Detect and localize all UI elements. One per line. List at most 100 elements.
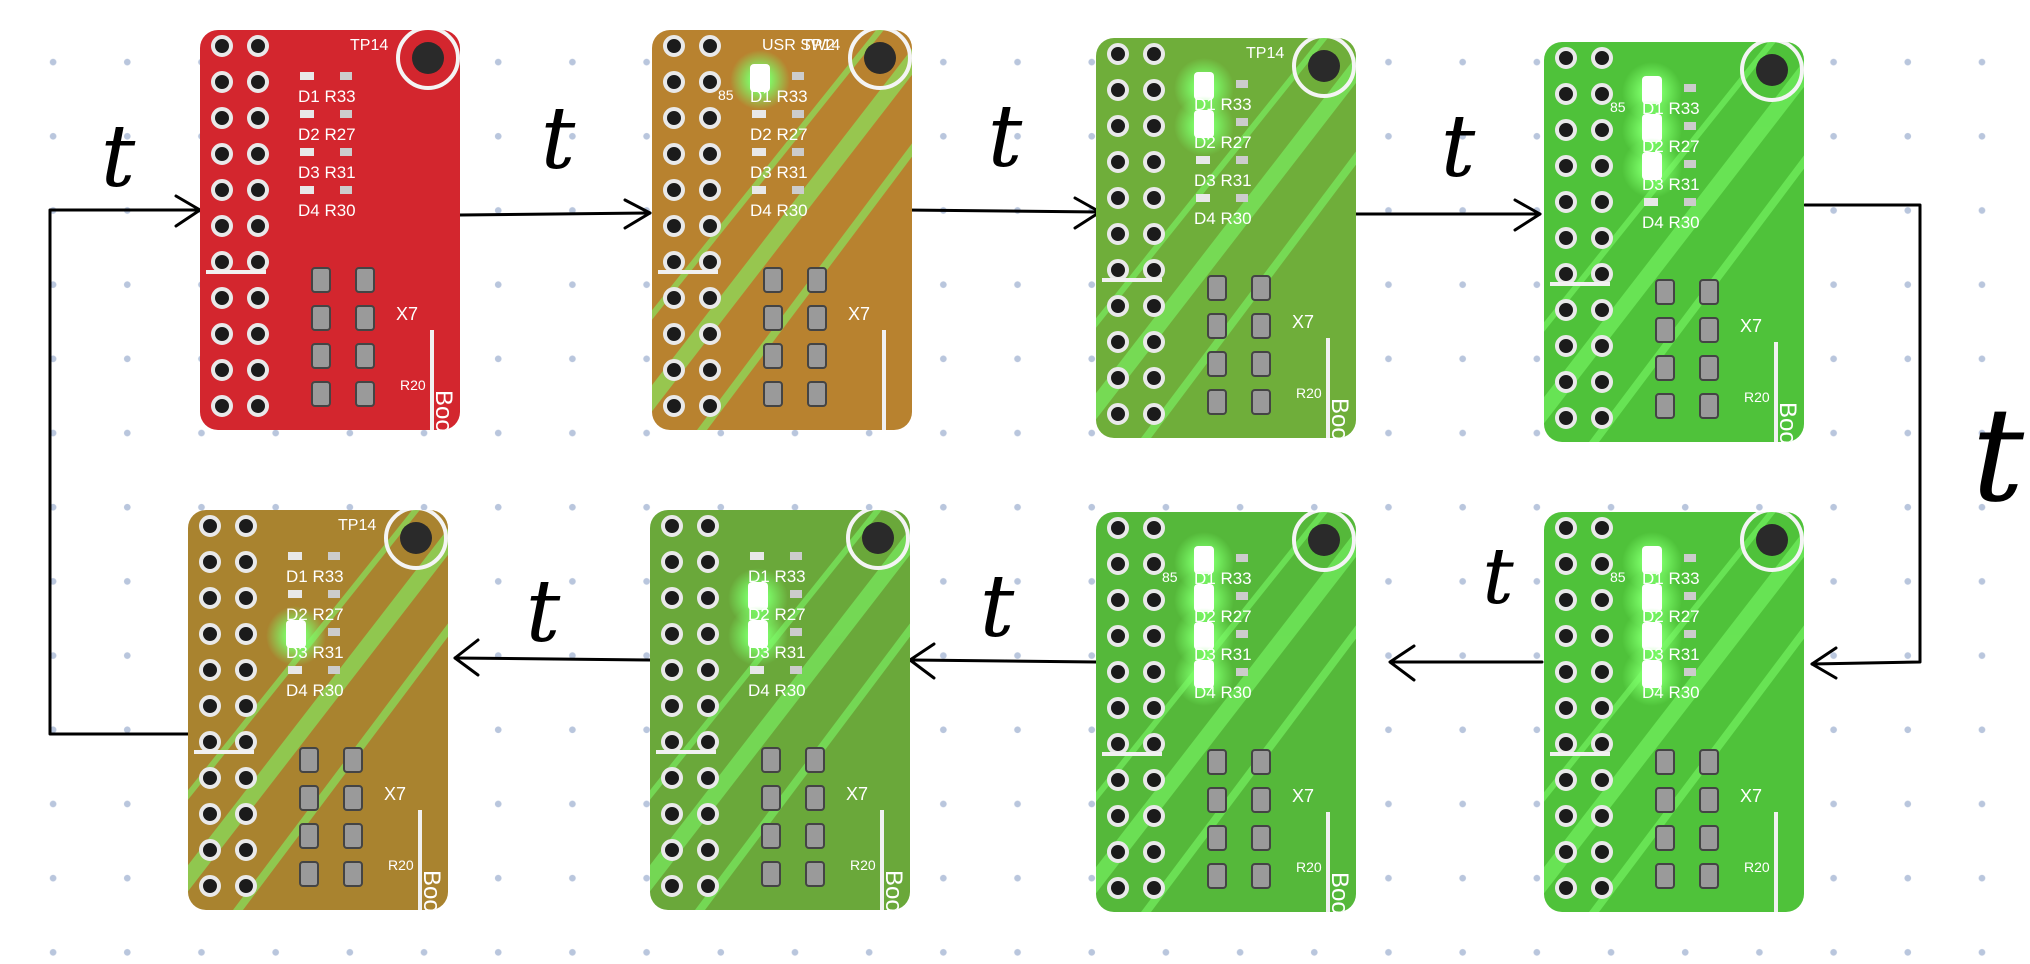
silk-bar <box>430 330 434 430</box>
board-photo-5: D1 R33 D2 R27 D3 R31 D4 R30 X7 R20 85 <box>1544 512 1804 912</box>
resistor-pad <box>790 590 802 598</box>
header-holes <box>1107 43 1165 425</box>
silkscreen-label: X7 <box>846 784 868 804</box>
silkscreen-label: D3 R31 <box>1194 171 1252 190</box>
transition-label: t <box>1440 97 1476 197</box>
silkscreen-label: TP14 <box>350 37 388 54</box>
resistor-pad <box>1236 118 1248 126</box>
transition-label: t <box>1971 379 2025 531</box>
resistor-pad <box>1236 80 1248 88</box>
smd-parts <box>299 747 363 887</box>
header-holes <box>1107 517 1165 899</box>
board-graphic: D1 R33 D2 R27 D3 R31 D4 R30 X7 R20Booster <box>650 510 910 910</box>
header-holes <box>211 35 269 417</box>
resistor-pad <box>1236 668 1248 676</box>
transition-label: t <box>525 562 561 662</box>
silkscreen-label: D2 R27 <box>1642 137 1700 156</box>
resistor-pad <box>1684 160 1696 168</box>
silkscreen-label: 85 <box>1610 569 1626 585</box>
silkscreen-label: Boost <box>1774 402 1801 442</box>
mounting-hole <box>1756 54 1788 86</box>
silkscreen-label: D2 R27 <box>1642 607 1700 626</box>
silkscreen-label: D2 R27 <box>286 605 344 624</box>
silkscreen-label: D1 R33 <box>1194 95 1252 114</box>
mounting-hole <box>864 42 896 74</box>
silkscreen-label: R20 <box>388 857 414 873</box>
led-d4-pad <box>1644 198 1658 206</box>
mounting-ring <box>1740 42 1804 102</box>
resistor-pad <box>1684 554 1696 562</box>
silk-bar <box>1774 342 1778 442</box>
resistor-pad <box>1236 554 1248 562</box>
board-photo-2: D1 R33 D2 R27 D3 R31 D4 R30 TP14 X7 USR SW2 85 <box>652 30 912 430</box>
arrow-7-to-8 <box>453 656 652 662</box>
resistor-pad <box>340 148 352 156</box>
transition-label: t <box>100 107 136 207</box>
led-d1-lit <box>1642 546 1662 574</box>
header-holes <box>663 35 721 417</box>
silkscreen-label: X7 <box>1740 786 1762 806</box>
resistor-pad <box>1236 630 1248 638</box>
silkscreen-label: D3 R31 <box>1642 175 1700 194</box>
resistor-pad <box>1236 156 1248 164</box>
silkscreen-label: D3 R31 <box>298 163 356 182</box>
smd-parts <box>1655 279 1719 419</box>
silk-bar <box>882 330 886 430</box>
silkscreen-label: D2 R27 <box>1194 607 1252 626</box>
silk-bar <box>418 810 422 910</box>
led-d4-pad <box>288 666 302 674</box>
transition-label: t <box>987 87 1023 187</box>
silkscreen-label: D3 R31 <box>1194 645 1252 664</box>
led-d2-pad <box>752 110 766 118</box>
silkscreen-label: Booster <box>880 870 907 910</box>
arrowhead-1-to-2 <box>623 198 652 230</box>
arrow-4-to-5 <box>1803 203 1922 666</box>
silkscreen-label: D4 R30 <box>1194 209 1252 228</box>
led-d1-pad <box>300 72 314 80</box>
led-d2-lit <box>1194 584 1214 612</box>
silk-bar <box>194 750 254 754</box>
led-d3-lit <box>286 620 306 648</box>
silkscreen-label: R20 <box>850 857 876 873</box>
smd-parts <box>763 267 827 407</box>
arrow-8-to-1 <box>48 208 202 736</box>
mounting-ring <box>1292 38 1356 98</box>
resistor-pad <box>792 72 804 80</box>
mounting-hole <box>1308 50 1340 82</box>
resistor-pad <box>1684 592 1696 600</box>
mounting-ring <box>846 510 910 570</box>
led-d2-lit <box>1642 114 1662 142</box>
resistor-pad <box>340 186 352 194</box>
transition-label: t <box>540 89 576 189</box>
silkscreen-label: R20 <box>1744 389 1770 405</box>
led-d3-lit <box>1642 152 1662 180</box>
resistor-pad <box>1684 630 1696 638</box>
silk-bar <box>1550 282 1610 286</box>
led-d1-lit <box>1642 76 1662 104</box>
silk-bar <box>1102 752 1162 756</box>
board-photo-1: D1 R33 D2 R27 D3 R31 D4 R30 TP14 X7 R20Booster <box>200 30 460 430</box>
mounting-ring <box>1292 512 1356 572</box>
silkscreen-label: USR SW2 <box>762 37 835 54</box>
silkscreen-label: D4 R30 <box>748 681 806 700</box>
silkscreen-label: D1 R33 <box>750 87 808 106</box>
silkscreen-label: Boo <box>1326 398 1353 438</box>
led-d4-pad <box>300 186 314 194</box>
led-d2-lit <box>1194 110 1214 138</box>
led-d1-pad <box>750 552 764 560</box>
resistor-pad <box>328 666 340 674</box>
led-d3-pad <box>752 148 766 156</box>
led-d1-lit <box>1194 72 1214 100</box>
led-d1-lit <box>750 64 770 92</box>
header-holes <box>1555 517 1613 899</box>
silkscreen-label: D3 R31 <box>286 643 344 662</box>
resistor-pad <box>340 72 352 80</box>
arrow-1-to-2 <box>458 211 652 217</box>
led-d2-lit <box>748 582 768 610</box>
smd-parts <box>1207 275 1271 415</box>
arrowhead-5-to-6 <box>1388 644 1416 682</box>
silk-bar <box>658 270 718 274</box>
